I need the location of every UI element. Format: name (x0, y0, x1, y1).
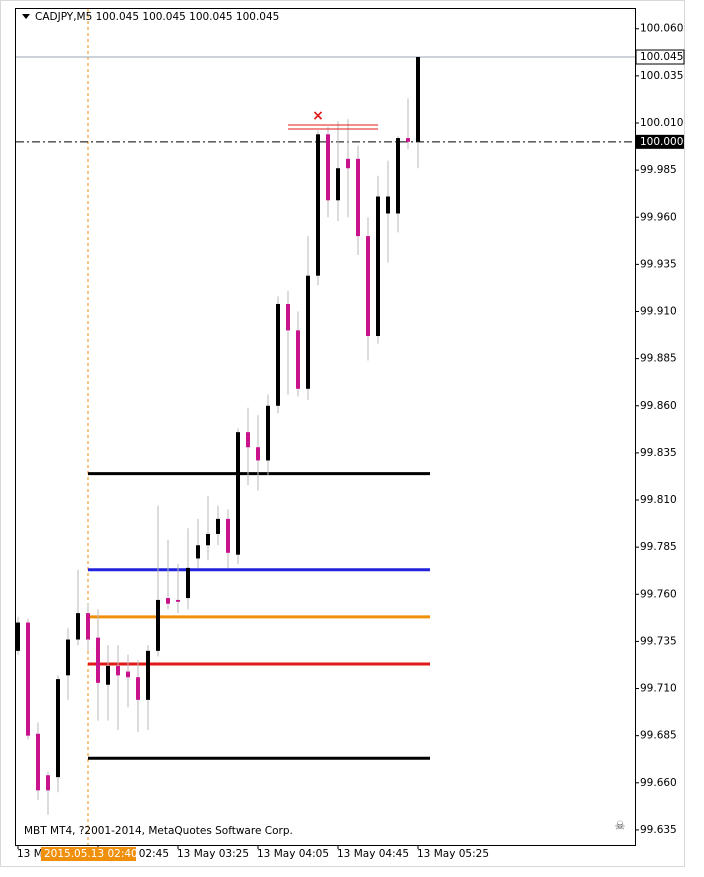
candle-body (166, 598, 170, 604)
x-tick-label: 13 May 03:25 (177, 848, 249, 860)
y-tick-label: 99.685 (640, 730, 677, 742)
candle-body (216, 518, 220, 534)
candle-body (106, 665, 110, 685)
plot-area (15, 8, 636, 846)
plot-layer (16, 56, 635, 815)
bid-label-box (635, 49, 685, 65)
candle-body (176, 599, 180, 602)
candle-body (256, 447, 260, 461)
y-tick-label: 99.710 (640, 683, 677, 695)
candle-body (246, 432, 250, 448)
price-label: 100.000 (640, 136, 683, 148)
candle-body (156, 599, 160, 651)
candle-body (146, 650, 150, 700)
price-label-box (636, 134, 684, 149)
candle-body (266, 405, 270, 461)
y-tick-label: 99.935 (640, 258, 677, 270)
y-tick-label: 99.910 (640, 306, 677, 318)
candle-body (306, 275, 310, 389)
candle-body (296, 330, 300, 389)
y-tick-label: 99.985 (640, 164, 677, 176)
y-tick-label: 99.810 (640, 494, 677, 506)
candle-body (286, 303, 290, 331)
candle-body (406, 138, 410, 142)
cursor-label: 2015.05.13 02:40 (44, 848, 138, 860)
candle-body (186, 567, 190, 599)
candle-body (236, 432, 240, 555)
candle-body (26, 622, 30, 736)
x-tick-label: 13 May 04:45 (337, 848, 409, 860)
candle-body (196, 545, 200, 559)
candle-body (66, 639, 70, 676)
candle-body (46, 775, 50, 791)
y-tick-label: 99.860 (640, 400, 677, 412)
y-tick-label: 99.785 (640, 541, 677, 553)
y-tick-label: 99.735 (640, 635, 677, 647)
y-tick-label: 99.760 (640, 588, 677, 600)
candle-body (36, 733, 40, 791)
bid-label: 100.045 (640, 51, 683, 63)
footer: MBT MT4, ?2001-2014, MetaQuotes Software… (24, 825, 293, 837)
y-tick-label: 99.635 (640, 824, 677, 836)
candle-body (386, 196, 390, 214)
y-tick-label: 99.960 (640, 211, 677, 223)
candle-body (136, 677, 140, 700)
menu-arrow (22, 14, 30, 19)
candle-body (76, 613, 80, 640)
y-tick-label: 100.035 (640, 70, 683, 82)
candle-body (346, 158, 350, 169)
x-tick-label: 13 May 05:25 (417, 848, 489, 860)
candle-body (206, 533, 210, 546)
candle-body (116, 665, 120, 676)
candle-body (16, 622, 20, 651)
candle-body (126, 671, 130, 678)
candle-body (396, 138, 400, 214)
candle-body (326, 134, 330, 201)
candle-body (416, 57, 420, 142)
candle-body (376, 196, 380, 337)
y-tick-label: 99.660 (640, 777, 677, 789)
candle-body (96, 637, 100, 683)
y-tick-label: 100.060 (640, 23, 683, 35)
y-tick-label: 100.010 (640, 117, 683, 129)
candle-body (356, 158, 360, 237)
candle-body (276, 303, 280, 406)
chart-title: CADJPY,M5 100.045 100.045 100.045 100.04… (35, 11, 279, 23)
y-tick-label: 99.835 (640, 447, 677, 459)
candle-body (226, 518, 230, 553)
x-tick-label: 13 May 04:05 (257, 848, 329, 860)
candle-body (56, 679, 60, 778)
cursor-label-box (41, 847, 136, 861)
candle-body (336, 168, 340, 201)
candle-body (316, 134, 320, 276)
candle-body (366, 236, 370, 337)
icon: ☠ (615, 819, 626, 833)
y-tick-label: 99.885 (640, 353, 677, 365)
alert-marker: × (312, 108, 324, 124)
candle-body (86, 613, 90, 640)
